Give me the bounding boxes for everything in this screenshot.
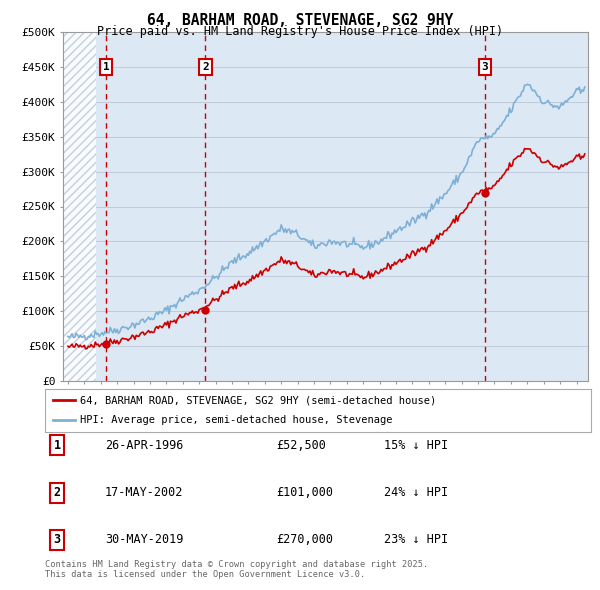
Text: £101,000: £101,000 <box>276 486 333 499</box>
Text: 64, BARHAM ROAD, STEVENAGE, SG2 9HY: 64, BARHAM ROAD, STEVENAGE, SG2 9HY <box>147 13 453 28</box>
Text: £270,000: £270,000 <box>276 533 333 546</box>
Text: 1: 1 <box>103 63 109 72</box>
Text: Price paid vs. HM Land Registry's House Price Index (HPI): Price paid vs. HM Land Registry's House … <box>97 25 503 38</box>
Bar <box>63 32 96 381</box>
Text: 15% ↓ HPI: 15% ↓ HPI <box>384 439 448 452</box>
Text: 2: 2 <box>53 486 61 499</box>
Text: 1: 1 <box>53 439 61 452</box>
Text: Contains HM Land Registry data © Crown copyright and database right 2025.
This d: Contains HM Land Registry data © Crown c… <box>45 560 428 579</box>
Text: 2: 2 <box>202 63 209 72</box>
Text: 30-MAY-2019: 30-MAY-2019 <box>105 533 184 546</box>
Text: 24% ↓ HPI: 24% ↓ HPI <box>384 486 448 499</box>
Text: HPI: Average price, semi-detached house, Stevenage: HPI: Average price, semi-detached house,… <box>80 415 393 425</box>
Text: 17-MAY-2002: 17-MAY-2002 <box>105 486 184 499</box>
Text: 64, BARHAM ROAD, STEVENAGE, SG2 9HY (semi-detached house): 64, BARHAM ROAD, STEVENAGE, SG2 9HY (sem… <box>80 395 437 405</box>
Text: 23% ↓ HPI: 23% ↓ HPI <box>384 533 448 546</box>
Text: 26-APR-1996: 26-APR-1996 <box>105 439 184 452</box>
Text: 3: 3 <box>481 63 488 72</box>
Text: £52,500: £52,500 <box>276 439 326 452</box>
Text: 3: 3 <box>53 533 61 546</box>
